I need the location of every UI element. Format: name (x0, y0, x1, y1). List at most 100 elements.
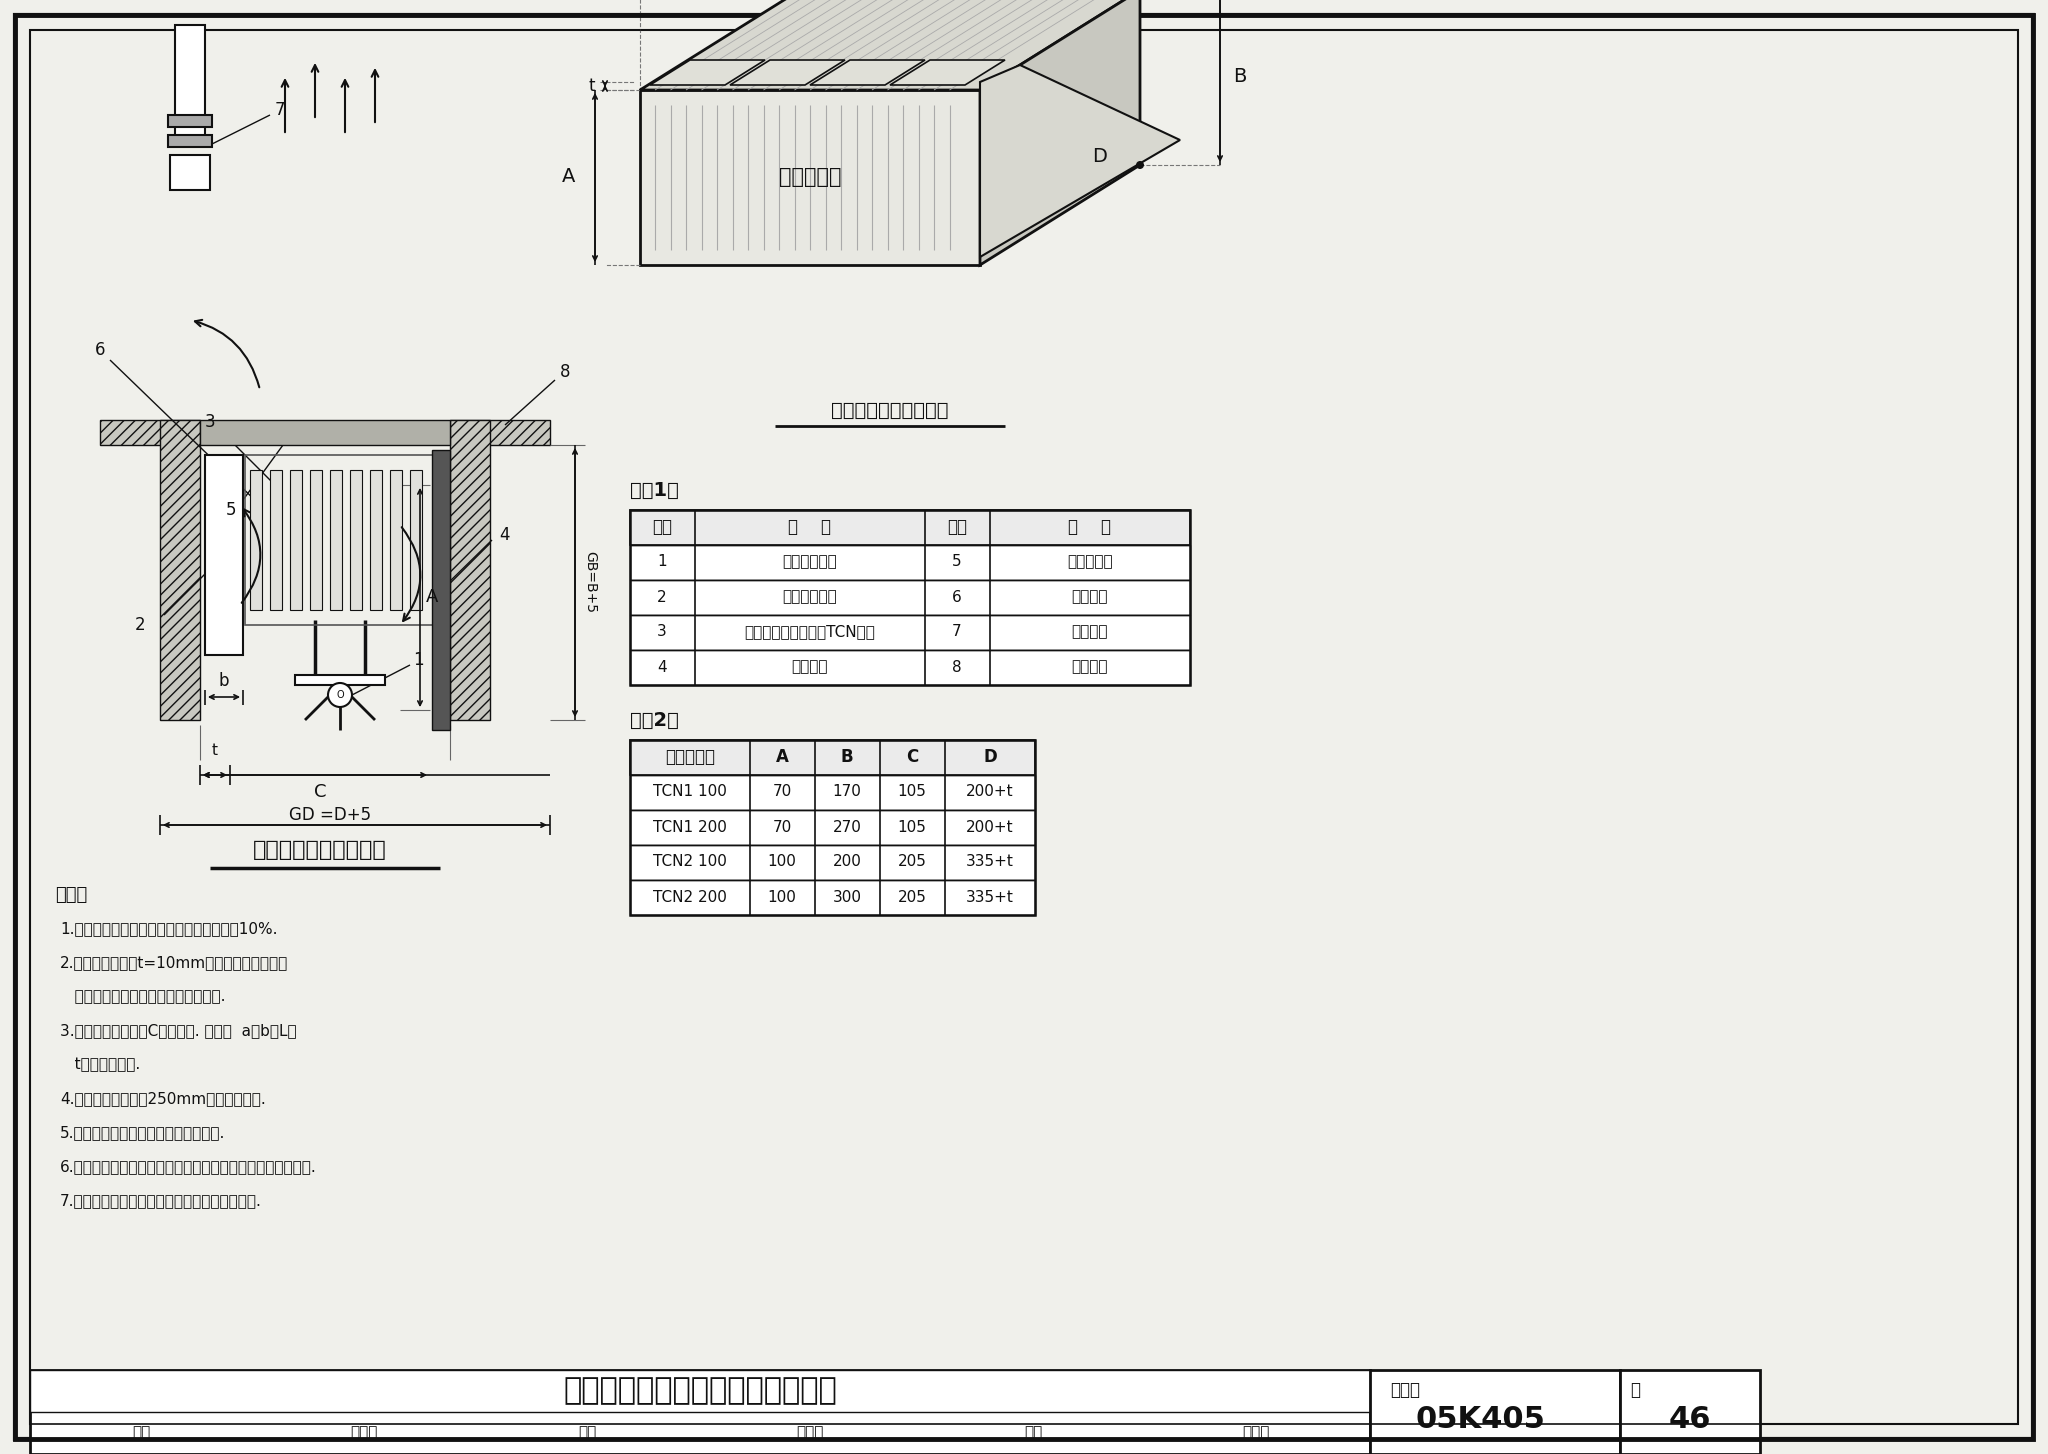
Text: TCN1 200: TCN1 200 (653, 820, 727, 835)
Bar (31, 1370, 1370, 1454)
Text: 附表1：: 附表1： (631, 480, 678, 500)
Text: 孙淑萍: 孙淑萍 (350, 1425, 377, 1441)
Bar (100, 420, 225, 720)
Text: 100: 100 (768, 855, 797, 869)
Polygon shape (891, 60, 1006, 84)
Bar (631, 810, 1034, 845)
Circle shape (328, 683, 352, 707)
Text: A: A (776, 747, 788, 766)
Text: 205: 205 (897, 890, 926, 904)
Text: 件号: 件号 (946, 518, 967, 537)
Text: GD =D+5: GD =D+5 (289, 806, 371, 824)
Bar (1620, 1370, 1759, 1454)
Text: TCN2 200: TCN2 200 (653, 890, 727, 904)
Text: 2.挡板可选用厚度t=10mm的木板等类似材料，: 2.挡板可选用厚度t=10mm的木板等类似材料， (59, 955, 289, 970)
Bar (451, 420, 551, 445)
Text: 1: 1 (414, 651, 424, 669)
Text: 成品挂墙托架: 成品挂墙托架 (782, 589, 838, 605)
Text: TCN2 100: TCN2 100 (653, 855, 727, 869)
Polygon shape (811, 60, 926, 84)
Text: 散热器型号: 散热器型号 (666, 747, 715, 766)
Bar (250, 470, 262, 611)
Bar (31, 1370, 1370, 1412)
Text: 加密铁丝网: 加密铁丝网 (1067, 554, 1112, 570)
Bar (100, 720, 551, 779)
Text: 105: 105 (897, 785, 926, 800)
Bar (631, 845, 1034, 880)
Bar (631, 740, 1034, 775)
Bar (160, 420, 201, 720)
Text: 5: 5 (225, 502, 236, 519)
Bar (1370, 1370, 1620, 1454)
Text: 审核: 审核 (131, 1425, 150, 1441)
Text: O: O (336, 691, 344, 699)
Text: 100: 100 (768, 890, 797, 904)
Bar (291, 470, 301, 611)
Text: 1: 1 (657, 554, 668, 570)
Text: 5.散热器连续安装时需考虑热膨胀影响.: 5.散热器连续安装时需考虑热膨胀影响. (59, 1125, 225, 1140)
Text: 3.散热器应当安装在C空间居中. 图示中  a、b、L、: 3.散热器应当安装在C空间居中. 图示中 a、b、L、 (59, 1024, 297, 1038)
Text: 设计: 设计 (1024, 1425, 1042, 1441)
Text: GB=B+5: GB=B+5 (584, 551, 598, 614)
Text: C: C (313, 784, 326, 801)
Bar (205, 455, 244, 654)
Text: 隔热挡板: 隔热挡板 (793, 660, 827, 675)
Bar (100, 420, 201, 445)
Text: 4: 4 (657, 660, 668, 675)
Bar (451, 420, 489, 720)
Text: 1.此种安装形式散热器的有效散热量将折减10%.: 1.此种安装形式散热器的有效散热量将折减10%. (59, 922, 276, 936)
Text: 3: 3 (205, 413, 215, 430)
Text: 全铜水道对流散热器TCN系列: 全铜水道对流散热器TCN系列 (745, 625, 874, 640)
Text: 2: 2 (135, 616, 145, 634)
Bar (451, 420, 551, 720)
Text: 335+t: 335+t (967, 855, 1014, 869)
Text: 散热器安装空间示意图: 散热器安装空间示意图 (831, 400, 948, 420)
Text: 300: 300 (831, 890, 862, 904)
Bar (432, 449, 451, 730)
Bar (631, 880, 1034, 915)
Text: t: t (588, 77, 596, 95)
Text: 335+t: 335+t (967, 890, 1014, 904)
Bar (309, 470, 322, 611)
Text: 4: 4 (500, 526, 510, 544)
Text: 200: 200 (834, 855, 862, 869)
Text: 玻璃幕墙: 玻璃幕墙 (1071, 625, 1108, 640)
Text: 图集号: 图集号 (1391, 1381, 1419, 1399)
Text: 8: 8 (952, 660, 963, 675)
Text: 胡建丽: 胡建丽 (1243, 1425, 1270, 1441)
Bar (631, 510, 1190, 685)
Bar (246, 455, 434, 625)
Bar (410, 470, 422, 611)
Text: A: A (426, 587, 438, 606)
Polygon shape (639, 164, 1141, 265)
Text: 附表2：: 附表2： (631, 711, 678, 730)
Circle shape (1137, 161, 1145, 169)
Bar (168, 135, 213, 147)
Text: 4.散热器接管端应有250mm以上操作间距.: 4.散热器接管端应有250mm以上操作间距. (59, 1092, 266, 1106)
Text: 70: 70 (772, 785, 793, 800)
Text: 成品落地支架: 成品落地支架 (782, 554, 838, 570)
Polygon shape (639, 0, 1141, 90)
Text: 名    称: 名 称 (1069, 518, 1112, 537)
Text: D: D (1092, 147, 1108, 167)
Text: 5: 5 (952, 554, 963, 570)
Text: 7.散热器的温控阀阀头应设远传型或远传设定型.: 7.散热器的温控阀阀头应设远传型或远传设定型. (59, 1194, 262, 1208)
Text: 建筑面层: 建筑面层 (1071, 660, 1108, 675)
Text: A: A (561, 167, 575, 186)
Text: b: b (219, 672, 229, 691)
Text: 散热器地面下嵌入安装: 散热器地面下嵌入安装 (254, 840, 387, 859)
Text: 205: 205 (897, 855, 926, 869)
Polygon shape (981, 0, 1141, 265)
Text: 105: 105 (897, 820, 926, 835)
Bar (371, 470, 383, 611)
Bar (631, 615, 1190, 650)
Text: 说明：: 说明： (55, 885, 88, 904)
Text: 3: 3 (657, 625, 668, 640)
Text: D: D (983, 747, 997, 766)
Bar (631, 545, 1190, 580)
Text: 8: 8 (559, 364, 569, 381)
Text: 7: 7 (952, 625, 963, 640)
Text: 6: 6 (952, 589, 963, 605)
Polygon shape (729, 60, 846, 84)
Bar (270, 470, 283, 611)
